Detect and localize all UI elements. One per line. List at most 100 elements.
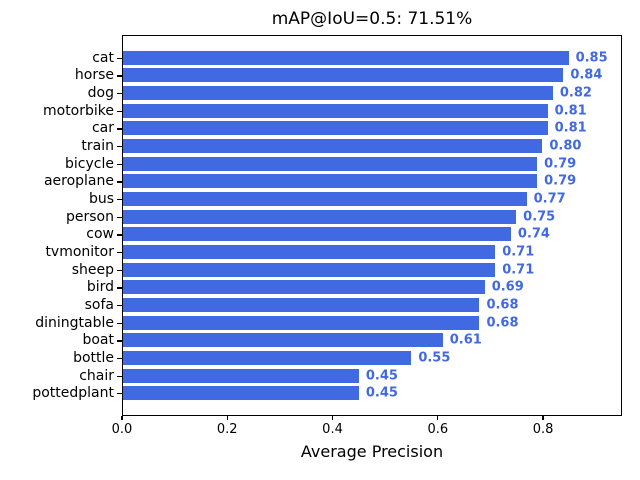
y-tick-label-car: car bbox=[91, 120, 114, 137]
bar-row-bicycle: bicycle 0.79 bbox=[65, 155, 621, 173]
y-tick-mark bbox=[117, 199, 122, 201]
y-tick-mark bbox=[117, 393, 122, 395]
bar-row-boat: boat 0.61 bbox=[82, 332, 621, 350]
bar-row-horse: horse 0.84 bbox=[75, 67, 621, 85]
bar-aeroplane bbox=[123, 174, 538, 189]
bar-row-cat: cat 0.85 bbox=[92, 49, 621, 67]
x-tick-mark bbox=[331, 416, 334, 420]
x-tick-label: 0.6 bbox=[427, 422, 449, 437]
y-tick-mark bbox=[117, 357, 122, 360]
bar-row-sofa: sofa 0.68 bbox=[85, 296, 621, 314]
bar-row-cow: cow 0.74 bbox=[86, 226, 621, 244]
y-tick-label-pottedplant: pottedplant bbox=[32, 385, 114, 402]
bar-value-label-pottedplant: 0.45 bbox=[365, 385, 398, 401]
bar-value-label-diningtable: 0.68 bbox=[486, 315, 519, 331]
y-tick-mark bbox=[117, 75, 122, 77]
bar-tvmonitor bbox=[123, 245, 496, 260]
x-tick-label: 0.2 bbox=[216, 422, 238, 437]
bar-value-label-sofa: 0.68 bbox=[486, 297, 519, 313]
bar-cow bbox=[123, 227, 511, 242]
y-tick-mark bbox=[117, 252, 122, 254]
bar-row-chair: chair 0.45 bbox=[79, 367, 621, 385]
x-axis: 0.0 0.2 0.4 0.6 0.8 bbox=[112, 416, 622, 446]
y-tick-label-train: train bbox=[81, 138, 114, 155]
y-tick-label-sofa: sofa bbox=[84, 297, 114, 314]
bar-value-label-horse: 0.84 bbox=[570, 67, 603, 83]
bar-row-pottedplant: pottedplant 0.45 bbox=[32, 384, 621, 402]
bar-row-train: train 0.80 bbox=[81, 137, 621, 155]
bar-row-bird: bird 0.69 bbox=[87, 279, 621, 297]
bar-row-sheep: sheep 0.71 bbox=[72, 261, 621, 279]
plot-area: cat 0.85 horse 0.84 dog 0.82 motorbike 0.81 car 0… bbox=[32, 35, 622, 416]
bar-value-label-motorbike: 0.81 bbox=[554, 103, 587, 119]
bar-value-label-car: 0.81 bbox=[554, 120, 587, 136]
bar-boat bbox=[123, 333, 443, 348]
bar-value-label-bird: 0.69 bbox=[491, 279, 524, 295]
bar-chair bbox=[123, 368, 359, 383]
bar-row-dog: dog 0.82 bbox=[88, 84, 621, 102]
y-tick-label-horse: horse bbox=[74, 67, 114, 84]
bar-bottle bbox=[123, 350, 412, 365]
bar-value-label-cat: 0.85 bbox=[575, 50, 608, 66]
bar-value-label-boat: 0.61 bbox=[449, 332, 482, 348]
bar-value-label-train: 0.80 bbox=[549, 138, 582, 154]
bar-motorbike bbox=[123, 103, 548, 118]
bar-value-label-bus: 0.77 bbox=[533, 191, 566, 207]
bar-bus bbox=[123, 192, 527, 207]
bar-pottedplant bbox=[123, 386, 359, 401]
y-tick-label-diningtable: diningtable bbox=[35, 314, 114, 331]
bar-sheep bbox=[123, 262, 496, 277]
y-tick-mark bbox=[117, 110, 122, 112]
x-axis-label: Average Precision bbox=[300, 442, 444, 461]
bar-value-label-aeroplane: 0.79 bbox=[544, 173, 577, 189]
bar-value-label-bottle: 0.55 bbox=[418, 350, 451, 366]
y-tick-mark bbox=[117, 287, 122, 289]
y-tick-label-motorbike: motorbike bbox=[42, 102, 114, 119]
y-tick-label-bicycle: bicycle bbox=[65, 155, 114, 172]
y-tick-label-person: person bbox=[66, 208, 114, 225]
bar-car bbox=[123, 121, 548, 136]
bar-value-label-sheep: 0.71 bbox=[502, 262, 535, 278]
y-tick-label-cat: cat bbox=[92, 49, 114, 66]
y-tick-mark bbox=[117, 269, 122, 271]
bar-train bbox=[123, 139, 543, 154]
x-tick-label: 0.4 bbox=[322, 422, 343, 437]
y-tick-label-bus: bus bbox=[88, 191, 114, 208]
bar-value-label-cow: 0.74 bbox=[517, 226, 550, 242]
bar-value-label-tvmonitor: 0.71 bbox=[502, 244, 535, 260]
y-tick-mark bbox=[117, 340, 122, 342]
bar-dog bbox=[123, 86, 553, 101]
x-tick-label: 0.0 bbox=[111, 422, 133, 437]
y-tick-label-chair: chair bbox=[79, 367, 114, 384]
y-tick-label-bottle: bottle bbox=[73, 349, 114, 366]
bar-diningtable bbox=[123, 315, 480, 330]
bar-row-tvmonitor: tvmonitor 0.71 bbox=[45, 243, 621, 261]
y-tick-mark bbox=[117, 163, 122, 165]
x-tick-mark bbox=[226, 416, 228, 420]
x-tick-mark bbox=[542, 416, 544, 420]
bar-bird bbox=[123, 280, 485, 295]
y-tick-label-tvmonitor: tvmonitor bbox=[45, 244, 114, 261]
y-tick-mark bbox=[117, 146, 122, 148]
y-tick-mark bbox=[117, 128, 122, 130]
y-tick-mark bbox=[117, 375, 122, 377]
bar-row-diningtable: diningtable 0.68 bbox=[35, 314, 621, 332]
y-tick-mark bbox=[117, 322, 122, 324]
y-tick-label-dog: dog bbox=[87, 85, 114, 102]
bar-value-label-dog: 0.82 bbox=[559, 85, 592, 101]
x-tick-mark bbox=[121, 416, 123, 420]
y-tick-label-bird: bird bbox=[86, 279, 114, 296]
bar-row-motorbike: motorbike 0.81 bbox=[43, 102, 621, 120]
bar-sofa bbox=[123, 298, 480, 313]
y-tick-mark bbox=[117, 93, 122, 95]
y-tick-label-boat: boat bbox=[82, 332, 114, 349]
bar-row-bottle: bottle 0.55 bbox=[73, 349, 621, 367]
y-tick-mark bbox=[117, 305, 122, 307]
bar-person bbox=[123, 209, 517, 224]
bar-row-aeroplane: aeroplane 0.79 bbox=[44, 173, 621, 191]
bar-horse bbox=[123, 68, 564, 83]
chart-title: mAP@IoU=0.5: 71.51% bbox=[271, 9, 473, 29]
bar-bicycle bbox=[123, 156, 538, 171]
bar-row-bus: bus 0.77 bbox=[89, 190, 621, 208]
